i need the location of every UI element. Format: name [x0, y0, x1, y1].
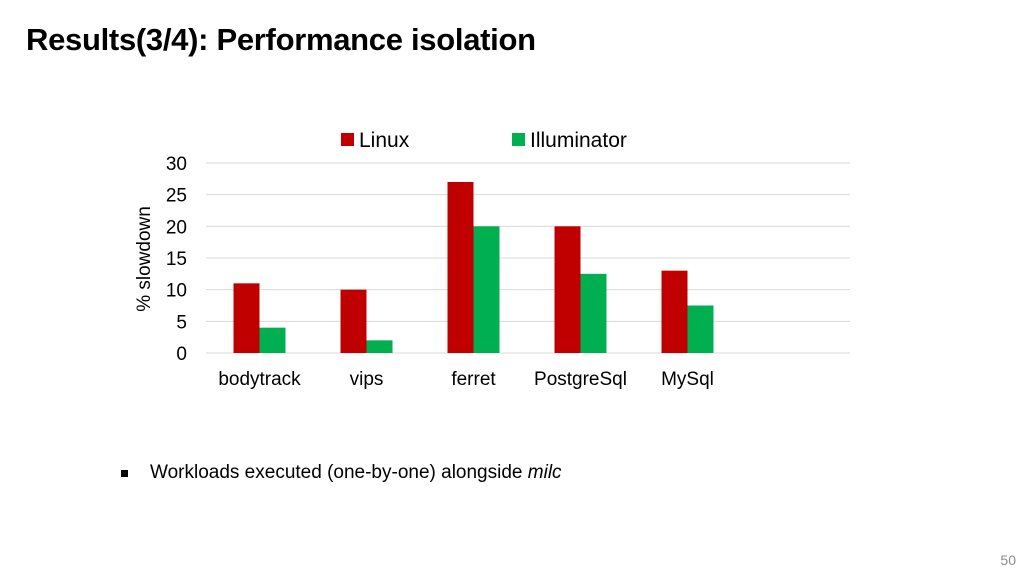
- x-tick-labels: bodytrack vips ferret PostgreSql MySql: [218, 369, 714, 390]
- y-tick-15: 15: [166, 249, 187, 270]
- y-tick-labels: 0 5 10 15 20 25 30: [166, 154, 187, 365]
- x-tick-vips: vips: [350, 369, 384, 390]
- legend-label-linux: Linux: [359, 129, 410, 152]
- bar-linux-vips: [340, 289, 367, 353]
- legend-label-illuminator: Illuminator: [530, 129, 627, 152]
- y-tick-10: 10: [166, 281, 187, 302]
- y-tick-5: 5: [176, 312, 187, 333]
- y-tick-30: 30: [166, 154, 187, 175]
- bar-linux-ferret: [447, 182, 474, 353]
- bar-illuminator-ferret: [473, 226, 500, 353]
- x-tick-bodytrack: bodytrack: [218, 369, 301, 390]
- y-tick-0: 0: [176, 344, 187, 365]
- y-axis-label: % slowdown: [134, 206, 155, 312]
- legend-swatch-linux: [341, 133, 354, 146]
- bullet-square-icon: [121, 469, 128, 477]
- bar-illuminator-mysql: [687, 305, 714, 353]
- bar-illuminator-vips: [366, 340, 393, 353]
- bullet-point: Workloads executed (one-by-one) alongsid…: [121, 462, 562, 484]
- bar-illuminator-postgresql: [580, 273, 607, 353]
- bar-linux-mysql: [661, 270, 688, 353]
- grid-lines: [206, 162, 850, 354]
- x-tick-postgresql: PostgreSql: [534, 369, 627, 390]
- legend: Linux Illuminator: [341, 129, 627, 152]
- x-tick-mysql: MySql: [661, 369, 714, 390]
- legend-swatch-illuminator: [512, 133, 525, 146]
- y-tick-25: 25: [166, 186, 187, 207]
- bar-linux-postgresql: [554, 226, 581, 353]
- bar-linux-bodytrack: [233, 283, 260, 353]
- slide-title: Results(3/4): Performance isolation: [26, 22, 536, 57]
- x-tick-ferret: ferret: [451, 369, 496, 390]
- page-number: 50: [1000, 552, 1016, 568]
- bullet-text: Workloads executed (one-by-one) alongsid…: [150, 462, 562, 483]
- bar-illuminator-bodytrack: [259, 327, 286, 353]
- y-tick-20: 20: [166, 217, 187, 238]
- bullet-emphasis: milc: [527, 462, 562, 483]
- bars: [233, 182, 714, 353]
